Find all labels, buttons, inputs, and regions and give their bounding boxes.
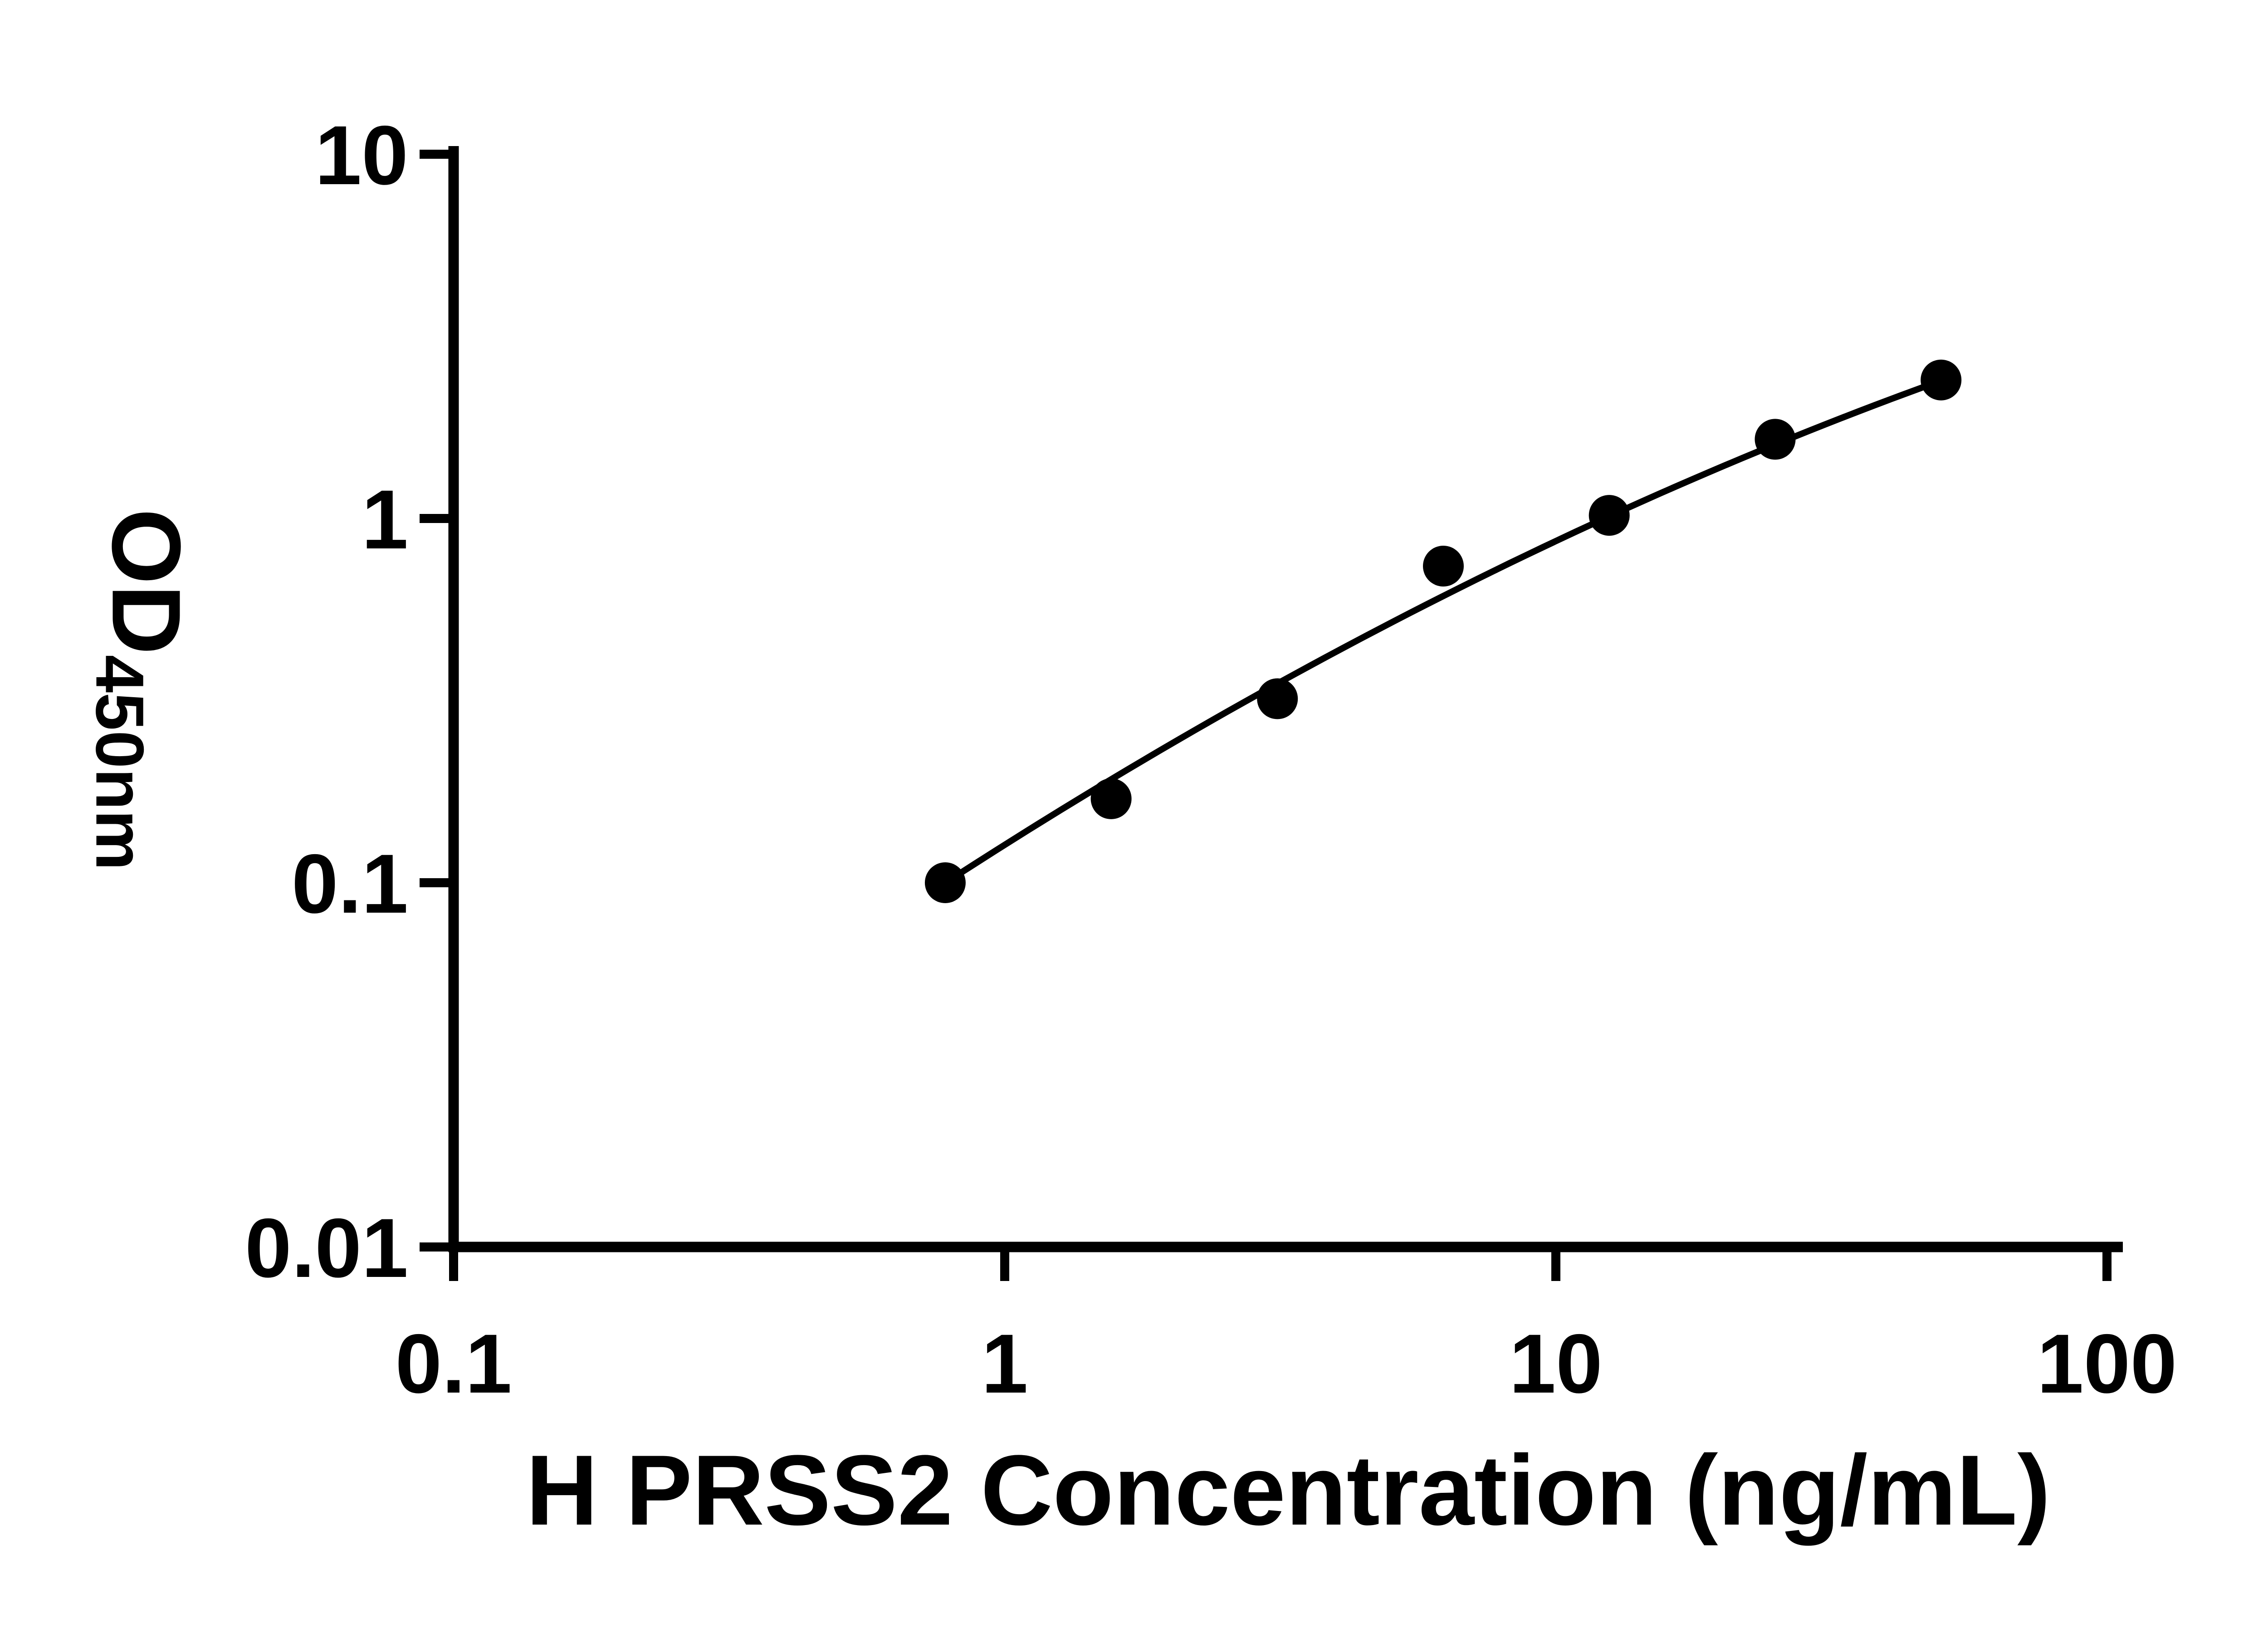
data-point — [1257, 678, 1298, 719]
data-point — [1090, 778, 1132, 819]
data-point — [1755, 419, 1796, 460]
y-axis-title-subscript: 450nm — [82, 655, 158, 870]
data-point — [924, 862, 966, 903]
data-point — [1589, 495, 1630, 536]
x-tick-label: 10 — [1509, 1317, 1603, 1411]
x-tick-label: 1 — [982, 1317, 1028, 1411]
y-tick-label: 0.1 — [292, 837, 408, 931]
data-point — [1921, 359, 1962, 401]
x-tick-label: 100 — [2037, 1317, 2177, 1411]
y-tick-label: 1 — [362, 473, 408, 567]
x-axis-title: H PRSS2 Concentration (ng/mL) — [526, 1434, 2051, 1546]
x-tick-label: 0.1 — [395, 1317, 512, 1411]
y-axis-title: OD450nm — [82, 508, 201, 870]
y-tick-label: 0.01 — [245, 1202, 408, 1295]
data-point — [1423, 546, 1464, 587]
y-tick-label: 10 — [315, 109, 408, 202]
y-axis-title-main: OD — [92, 508, 201, 655]
